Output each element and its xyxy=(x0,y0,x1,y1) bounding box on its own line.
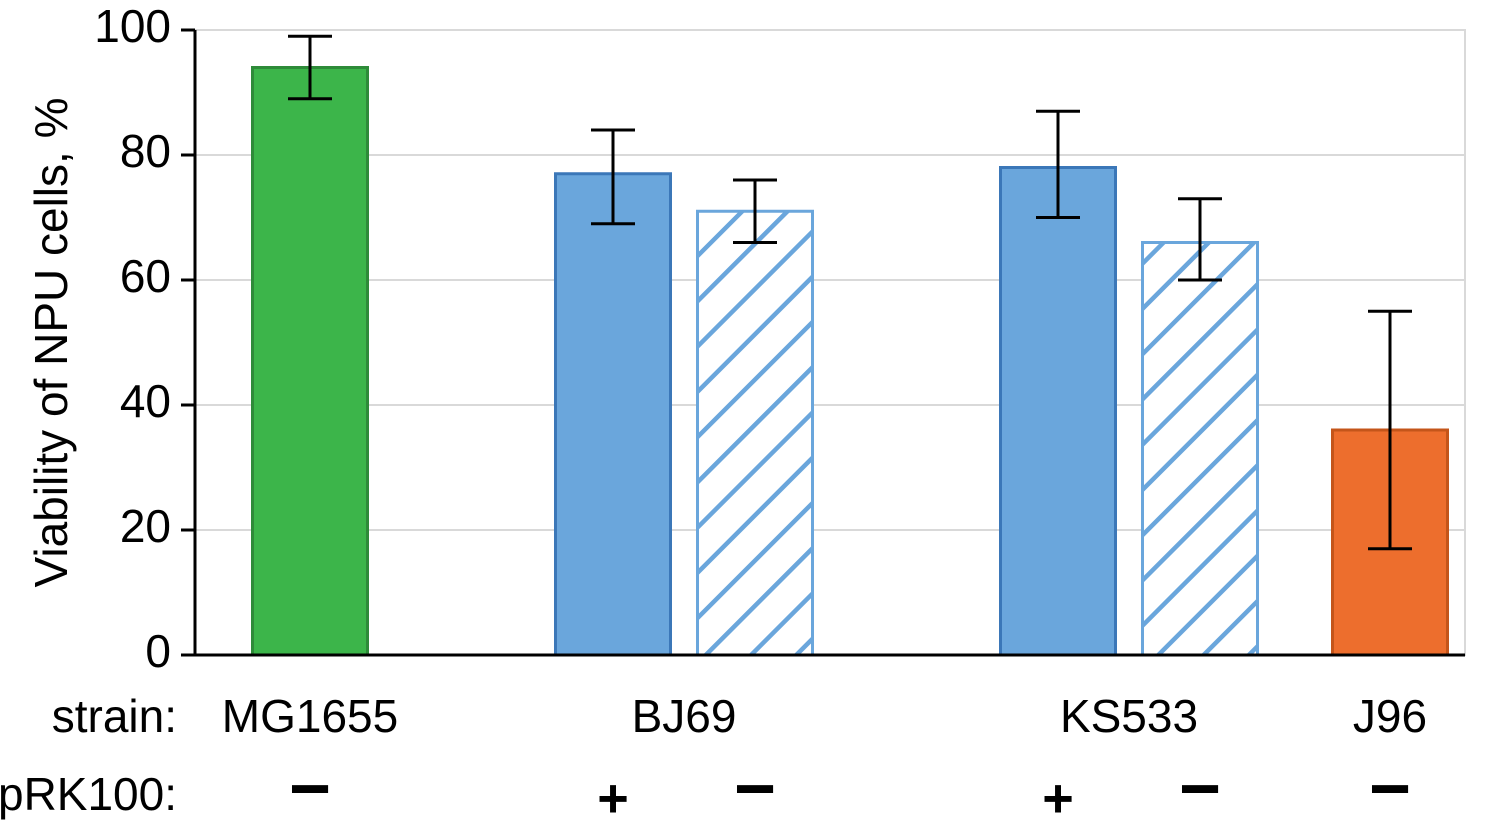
strain-label: MG1655 xyxy=(222,690,398,742)
minus-sign: − xyxy=(289,749,331,829)
y-tick-label: 100 xyxy=(94,0,171,52)
bar xyxy=(253,68,368,656)
viability-bar-chart: 0 20 40 60 80 100 Viability of NPU cells, % str… xyxy=(0,0,1500,839)
bar xyxy=(556,174,671,655)
prk100-row-title: pRK100: xyxy=(0,768,177,820)
plot-area xyxy=(195,30,1465,655)
strain-label: J96 xyxy=(1353,690,1427,742)
plus-sign: + xyxy=(1042,768,1074,828)
y-tick-label: 20 xyxy=(120,500,171,552)
strain-label: BJ69 xyxy=(632,690,737,742)
bar xyxy=(1143,243,1258,656)
minus-sign: − xyxy=(1179,749,1221,829)
bar xyxy=(698,211,813,655)
plus-sign: + xyxy=(597,768,629,828)
strain-row-title: strain: xyxy=(52,690,177,742)
chart-container: 0 20 40 60 80 100 Viability of NPU cells, % str… xyxy=(0,0,1500,839)
bar xyxy=(1001,168,1116,656)
y-tick-label: 0 xyxy=(145,625,171,677)
strain-label: KS533 xyxy=(1060,690,1198,742)
y-axis-title: Viability of NPU cells, % xyxy=(25,98,77,588)
minus-sign: − xyxy=(1369,749,1411,829)
y-tick-label: 80 xyxy=(120,125,171,177)
minus-sign: − xyxy=(734,749,776,829)
y-tick-label: 60 xyxy=(120,250,171,302)
y-tick-label: 40 xyxy=(120,375,171,427)
